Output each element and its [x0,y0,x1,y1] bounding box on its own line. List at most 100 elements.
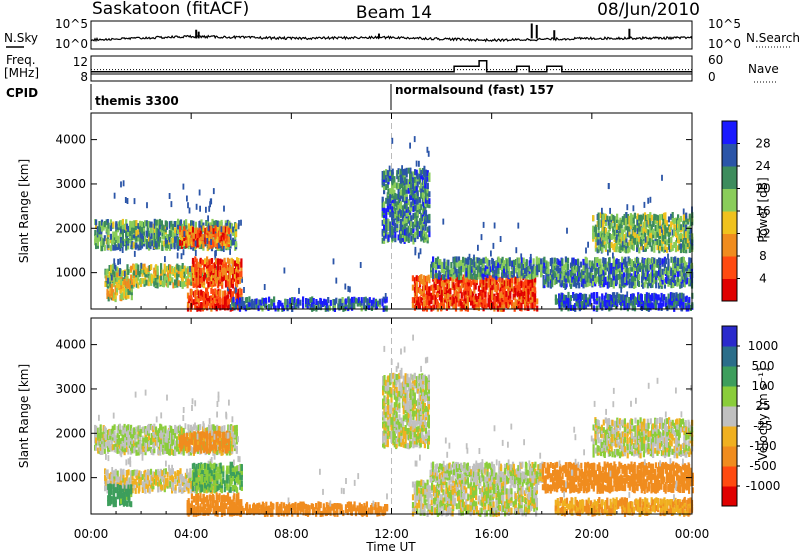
scatter-cell [670,270,672,276]
scatter-cell [400,219,402,225]
scatter-cell [217,221,219,227]
scatter-cell [119,424,121,430]
scatter-cell [685,213,687,219]
scatter-cell [441,290,443,296]
scatter-cell [111,284,113,290]
scatter-cell [202,226,204,232]
scatter-cell [629,279,631,285]
y-tick-label: 1000 [55,266,86,280]
scatter-cell [619,271,621,277]
scatter-cell [219,289,221,295]
scatter-cell [449,288,451,294]
y-tick-label: 3000 [55,177,86,191]
scatter-cell [428,151,430,157]
scatter-cell [373,298,375,304]
scatter-cell [518,258,520,264]
scatter-cell [520,296,522,302]
scatter-cell [105,442,107,448]
scatter-cell [483,286,485,292]
scatter-cell [204,258,206,264]
scatter-cell [129,230,131,236]
scatter-cell [432,273,434,279]
scatter-cell [591,266,593,272]
scatter-cell [598,224,600,230]
scatter-cell [532,297,534,303]
scatter-cell [123,287,125,293]
scatter-cell [626,291,628,297]
scatter-cell [417,173,419,179]
scatter-cell [406,236,408,242]
scatter-cell [587,242,589,248]
scatter-cell [400,190,402,196]
scatter-cell [196,204,198,210]
scatter-cell [117,259,119,265]
scatter-cell [135,427,137,433]
scatter-cell [559,295,561,301]
scatter-cell [416,161,418,167]
scatter-cell [515,247,517,253]
scatter-cell [589,299,591,305]
scatter-cell [235,223,237,229]
colorbar-segment [722,279,737,302]
scatter-cell [469,254,471,260]
scatter-cell [137,265,139,271]
scatter-cell [412,297,414,303]
scatter-cell [348,296,350,302]
scatter-cell [394,232,396,238]
scatter-cell [565,256,567,262]
scatter-cell [609,274,611,280]
scatter-cell [164,256,166,262]
scatter-cell [394,182,396,188]
scatter-cell [111,275,113,281]
scatter-cell [297,298,299,304]
scatter-cell [663,294,665,300]
scatter-cell [621,274,623,280]
scatter-cell [473,255,475,261]
scatter-cell [551,281,553,287]
date-title: 08/Jun/2010 [597,0,700,20]
scatter-cell [633,205,635,211]
scatter-cell [127,226,129,232]
scatter-cell [100,424,102,430]
scatter-cell [534,287,536,293]
scatter-cell [509,257,511,263]
scatter-cell [344,284,346,290]
scatter-cell [662,258,664,264]
freq-left-tick-top: 12 [73,55,88,69]
scatter-cell [235,241,237,247]
scatter-cell [133,227,135,233]
scatter-cell [456,256,458,262]
station-title: Saskatoon (fitACF) [92,0,249,19]
scatter-cell [195,241,197,247]
scatter-cell [456,269,458,275]
noise-sky-label: N.Sky [4,31,38,45]
scatter-cell [592,275,594,281]
scatter-cell [222,291,224,297]
scatter-cell [232,227,234,233]
scatter-cell [638,281,640,287]
scatter-cell [335,278,337,284]
scatter-cell [174,221,176,227]
scatter-cell [385,293,387,299]
scatter-cell [659,240,661,246]
scatter-cell [221,226,223,232]
scatter-cell [488,260,490,266]
scatter-cell [631,259,633,265]
scatter-cell [335,298,337,304]
scatter-cell [366,298,368,304]
scatter-cell [480,267,482,273]
scatter-cell [223,246,225,252]
scatter-cell [240,271,242,277]
scatter-cell [483,292,485,298]
scatter-cell [628,297,630,303]
scatter-cell [195,222,197,228]
scatter-cell [646,292,648,298]
cpid-label: CPID [6,86,38,100]
scatter-cell [398,176,400,182]
scatter-cell [410,168,412,174]
scatter-cell [383,225,385,231]
scatter-cell [150,264,152,270]
noise-left-tick-top: 10^5 [55,17,88,31]
scatter-cell [476,296,478,302]
scatter-cell [191,297,193,303]
